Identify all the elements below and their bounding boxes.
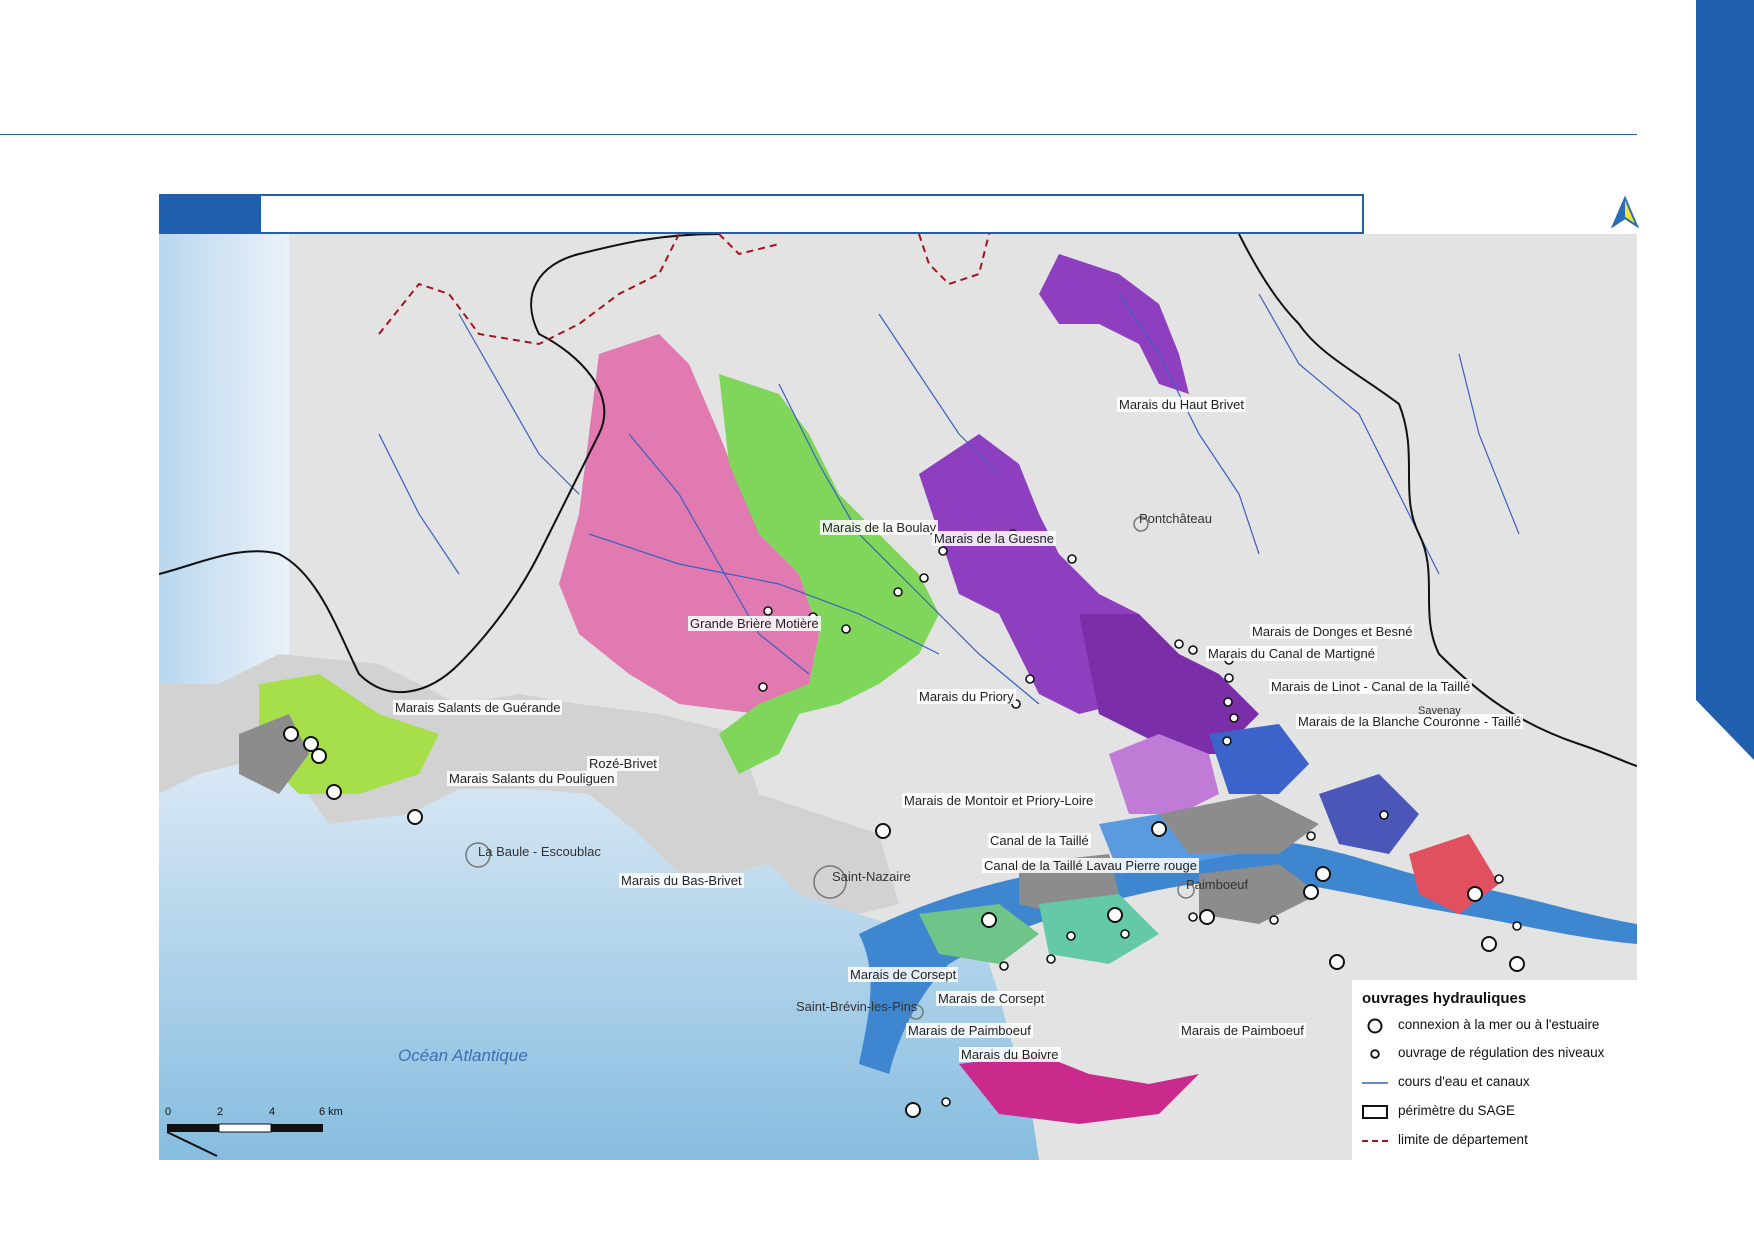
label-marais-linot: Marais de Linot - Canal de la Taillé <box>1269 679 1473 694</box>
town-savenay: Savenay <box>1418 705 1461 717</box>
label-marais-guesne: Marais de la Guesne <box>932 531 1056 546</box>
scale-bar: 0 2 4 6 km <box>165 1106 355 1158</box>
town-saint-nazaire: Saint-Nazaire <box>832 869 911 884</box>
town-paimboeuf: Paimboeuf <box>1186 877 1249 892</box>
label-marais-bas-brivet: Marais du Bas-Brivet <box>619 873 744 888</box>
label-marais-boivre: Marais du Boivre <box>959 1047 1061 1062</box>
rectangle-icon <box>1362 1105 1388 1119</box>
label-grande-briere: Grande Brière Motière <box>688 616 821 631</box>
label-marais-paimboeuf-2: Marais de Paimboeuf <box>1179 1023 1306 1038</box>
legend-title: ouvrages hydrauliques <box>1362 990 1527 1007</box>
marsh-salants-guerande <box>259 674 439 794</box>
label-marais-paimboeuf-1: Marais de Paimboeuf <box>906 1023 1033 1038</box>
label-marais-corsept-2: Marais de Corsept <box>936 991 1047 1006</box>
label-marais-haut-brivet: Marais du Haut Brivet <box>1117 397 1246 412</box>
label-canal-taille-lavau: Canal de la Taillé Lavau Pierre rouge <box>982 858 1199 873</box>
department-limit <box>378 234 990 346</box>
label-roze-brivet: Rozé-Brivet <box>587 756 659 771</box>
marsh-linot <box>1079 614 1259 754</box>
sage-perimeter <box>159 234 1637 767</box>
scale-bar-graphic <box>166 1123 323 1157</box>
label-marais-martigne: Marais du Canal de Martigné <box>1206 646 1377 661</box>
legend: ouvrages hydrauliques connexion à la mer… <box>1352 980 1637 1160</box>
marsh-paimboeuf <box>1039 894 1159 964</box>
marsh-boulay-priory <box>719 374 939 774</box>
marsh-east-blue <box>1319 774 1419 854</box>
marsh-corsept <box>919 904 1039 964</box>
label-marais-salants-guerande: Marais Salants de Guérande <box>393 700 563 715</box>
town-la-baule: La Baule - Escoublac <box>478 844 601 859</box>
title-accent <box>161 196 261 232</box>
label-canal-taille: Canal de la Taillé <box>988 833 1091 848</box>
label-marais-donges: Marais de Donges et Besné <box>1250 624 1415 639</box>
river-line-icon <box>1362 1082 1388 1084</box>
header-rule <box>0 134 1637 135</box>
dashed-line-icon <box>1362 1140 1388 1142</box>
map-title-bar <box>159 194 1364 234</box>
label-marais-blanche-couronne: Marais de la Blanche Couronne - Taillé <box>1296 714 1524 729</box>
industrial-paimboeuf <box>1199 864 1319 924</box>
marsh-savenay <box>1209 724 1309 794</box>
ocean-area <box>159 754 1039 1160</box>
map-canvas <box>159 234 1637 1160</box>
label-marais-boulay: Marais de la Boulay <box>820 520 939 535</box>
label-marais-priory: Marais du Priory <box>917 689 1016 704</box>
river-network <box>378 293 1520 705</box>
town-markers <box>465 516 1195 1020</box>
town-pontchateau: Pontchâteau <box>1139 511 1213 526</box>
industrial-donges <box>1159 794 1319 854</box>
label-marais-corsept-1: Marais de Corsept <box>848 967 959 982</box>
large-circle-icon <box>1367 1018 1383 1034</box>
small-circle-icon <box>1370 1049 1380 1059</box>
ocean-label: Océan Atlantique <box>398 1046 528 1065</box>
town-saint-brevin: Saint-Brévin-les-Pins <box>796 999 918 1014</box>
north-arrow-icon <box>1611 196 1639 228</box>
marsh-blanche-couronne <box>1109 734 1219 814</box>
map-area <box>159 234 1637 1160</box>
label-marais-salants-pouliguen: Marais Salants du Pouliguen <box>447 771 617 786</box>
marsh-haut-brivet <box>1039 254 1189 394</box>
large-connection-points <box>283 726 1525 1118</box>
side-tab <box>1696 0 1754 760</box>
label-marais-montoir: Marais de Montoir et Priory-Loire <box>902 793 1096 808</box>
marsh-boivre <box>959 1054 1199 1124</box>
